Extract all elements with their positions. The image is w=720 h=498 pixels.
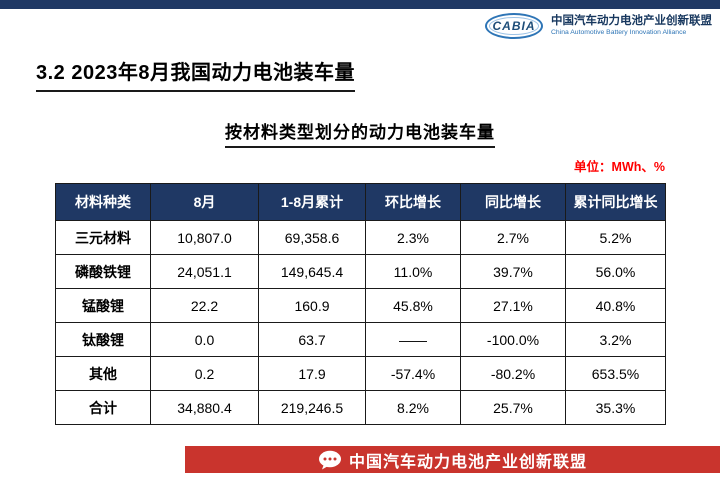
cell-value: 17.9 — [258, 356, 366, 391]
table-row: 三元材料 10,807.0 69,358.6 2.3% 2.7% 5.2% — [55, 220, 666, 255]
cell-value: -80.2% — [460, 356, 566, 391]
col-header-ytd: 1-8月累计 — [258, 183, 366, 221]
org-name-block: 中国汽车动力电池产业创新联盟 China Automotive Battery … — [551, 15, 712, 36]
cell-material: 三元材料 — [55, 220, 151, 255]
cell-value: 24,051.1 — [150, 254, 259, 289]
cell-value: 63.7 — [258, 322, 366, 357]
cell-material: 钛酸锂 — [55, 322, 151, 357]
cell-value: 34,880.4 — [150, 390, 259, 425]
cell-value: 160.9 — [258, 288, 366, 323]
table-row: 钛酸锂 0.0 63.7 —— -100.0% 3.2% — [55, 322, 666, 357]
cell-value: 5.2% — [565, 220, 666, 255]
cell-material: 其他 — [55, 356, 151, 391]
cell-value: 0.0 — [150, 322, 259, 357]
org-name-cn: 中国汽车动力电池产业创新联盟 — [551, 15, 712, 28]
cell-material: 磷酸铁锂 — [55, 254, 151, 289]
page-title: 3.2 2023年8月我国动力电池装车量 — [36, 56, 355, 92]
table-row: 锰酸锂 22.2 160.9 45.8% 27.1% 40.8% — [55, 288, 666, 323]
table-row: 磷酸铁锂 24,051.1 149,645.4 11.0% 39.7% 56.0… — [55, 254, 666, 289]
unit-label: 单位：MWh、% — [574, 160, 665, 174]
cell-value: 25.7% — [460, 390, 566, 425]
cell-value: -57.4% — [365, 356, 461, 391]
cell-value: 653.5% — [565, 356, 666, 391]
org-name-en: China Automotive Battery Innovation Alli… — [551, 28, 687, 36]
cell-value: 2.7% — [460, 220, 566, 255]
cell-material: 合计 — [55, 390, 151, 425]
header-logo-area: CABIA 中国汽车动力电池产业创新联盟 China Automotive Ba… — [485, 13, 712, 39]
cell-value: 56.0% — [565, 254, 666, 289]
footer-org-name: 中国汽车动力电池产业创新联盟 — [348, 453, 587, 471]
col-header-mom-growth: 环比增长 — [365, 183, 461, 221]
table-header-row: 材料种类 8月 1-8月累计 环比增长 同比增长 累计同比增长 — [55, 183, 666, 221]
table-title: 按材料类型划分的动力电池装车量 — [225, 118, 495, 148]
cell-value: 8.2% — [365, 390, 461, 425]
cell-value: 35.3% — [565, 390, 666, 425]
cell-value: 39.7% — [460, 254, 566, 289]
cell-value: 0.2 — [150, 356, 259, 391]
col-header-material: 材料种类 — [55, 183, 151, 221]
col-header-august: 8月 — [150, 183, 259, 221]
footer-bar: 中国汽车动力电池产业创新联盟 — [185, 446, 720, 473]
cell-value: 45.8% — [365, 288, 461, 323]
col-header-yoy-growth: 同比增长 — [460, 183, 566, 221]
battery-install-table: 材料种类 8月 1-8月累计 环比增长 同比增长 累计同比增长 三元材料 10,… — [55, 183, 666, 425]
cell-value: 27.1% — [460, 288, 566, 323]
cell-value: 11.0% — [365, 254, 461, 289]
cell-value: 22.2 — [150, 288, 259, 323]
cell-material: 锰酸锂 — [55, 288, 151, 323]
cell-value: -100.0% — [460, 322, 566, 357]
cell-value: 219,246.5 — [258, 390, 366, 425]
top-navy-bar — [0, 0, 720, 9]
cell-value: 10,807.0 — [150, 220, 259, 255]
cell-value: 2.3% — [365, 220, 461, 255]
cell-value: 149,645.4 — [258, 254, 366, 289]
cell-value: 40.8% — [565, 288, 666, 323]
table-row: 其他 0.2 17.9 -57.4% -80.2% 653.5% — [55, 356, 666, 391]
cabia-logo-text: CABIA — [492, 19, 536, 33]
chat-bubble-icon — [318, 450, 341, 469]
col-header-ytd-yoy-growth: 累计同比增长 — [565, 183, 666, 221]
cell-value: 69,358.6 — [258, 220, 366, 255]
cell-value: —— — [365, 322, 461, 357]
table-title-wrap: 按材料类型划分的动力电池装车量 — [0, 118, 720, 148]
cabia-logo: CABIA — [485, 13, 543, 39]
table-row-total: 合计 34,880.4 219,246.5 8.2% 25.7% 35.3% — [55, 390, 666, 425]
cell-value: 3.2% — [565, 322, 666, 357]
